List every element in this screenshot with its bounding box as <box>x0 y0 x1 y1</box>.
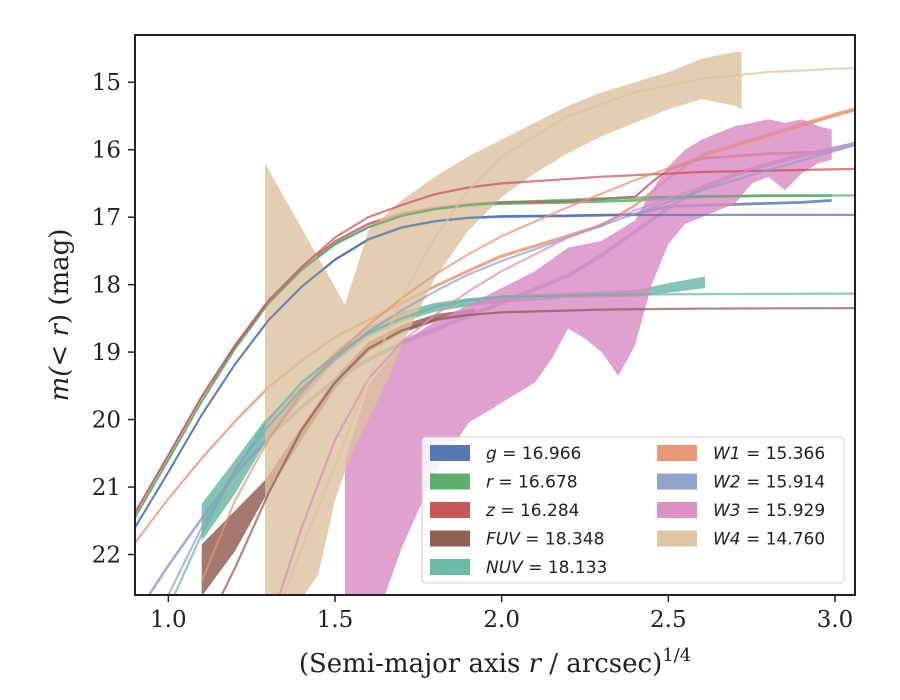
y-tick-label: 18 <box>92 273 121 299</box>
legend-label-w2: W2 = 15.914 <box>713 473 825 493</box>
legend-label-w4: W4 = 14.760 <box>713 530 825 550</box>
legend-swatch-nuv <box>430 559 470 575</box>
y-tick-label: 21 <box>92 475 121 501</box>
model-line-w4 <box>282 67 855 595</box>
legend-label-nuv: NUV = 18.133 <box>486 558 607 578</box>
x-tick-label: 2.0 <box>483 607 520 633</box>
legend-box <box>421 436 845 584</box>
x-axis: 1.0 1.5 2.0 2.5 3.0 <box>150 595 853 633</box>
legend-swatch-r <box>430 473 470 490</box>
band-w4 <box>265 51 742 595</box>
x-tick-label: 3.0 <box>817 607 854 633</box>
y-tick-label: 15 <box>92 70 121 96</box>
legend-swatch-w3 <box>657 502 697 518</box>
y-tick-label: 22 <box>92 543 121 569</box>
legend-swatch-z <box>430 502 470 518</box>
legend-swatch-w1 <box>657 445 697 461</box>
legend-label-w1: W1 = 15.366 <box>713 444 825 464</box>
plot-frame <box>134 34 856 596</box>
legend-label-w3: W3 = 15.929 <box>713 501 825 521</box>
legend: g = 16.966 r = 16.678 z = 16.284 FUV = 18.3… <box>421 436 845 584</box>
x-axis-title: (Semi-major axis r / arcsec)1/4 <box>299 645 691 679</box>
x-tick-label: 2.5 <box>650 607 687 633</box>
y-tick-label: 20 <box>92 408 121 434</box>
legend-swatch-w2 <box>657 473 697 490</box>
model-line-w1 <box>200 109 855 582</box>
model-line-fuv <box>220 307 855 595</box>
x-tick-label: 1.0 <box>150 607 187 633</box>
band-w3 <box>345 119 832 595</box>
legend-label-g: g = 16.966 <box>486 444 581 464</box>
x-tick-label: 1.5 <box>317 607 354 633</box>
model-line-r <box>135 194 855 518</box>
y-axis-title: m(< r) (mag) <box>45 229 75 402</box>
model-lines <box>135 67 855 595</box>
model-line-w2 <box>167 143 855 595</box>
model-line-z <box>135 167 855 514</box>
y-tick-label: 17 <box>92 205 121 231</box>
model-line-g <box>135 213 855 529</box>
model-line-w3 <box>278 143 855 595</box>
legend-swatch-fuv <box>430 530 470 547</box>
legend-swatch-w4 <box>657 530 697 547</box>
legend-label-z: z = 16.284 <box>485 501 579 521</box>
y-tick-label: 16 <box>92 138 121 164</box>
y-tick-label: 19 <box>92 340 121 366</box>
legend-label-fuv: FUV = 18.348 <box>486 530 604 550</box>
legend-label-r: r = 16.678 <box>486 473 578 493</box>
legend-swatch-g <box>430 445 470 461</box>
y-axis: 15 16 17 18 19 20 21 22 <box>92 70 135 569</box>
